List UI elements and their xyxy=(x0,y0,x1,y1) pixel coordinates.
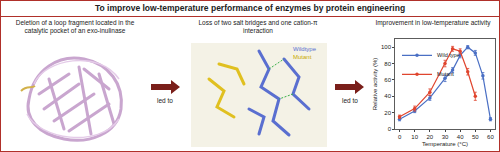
svg-text:Mutant: Mutant xyxy=(437,71,454,77)
svg-text:100: 100 xyxy=(381,44,392,50)
html-text:led to: led to xyxy=(157,97,173,104)
svg-text:Mutant: Mutant xyxy=(293,54,312,60)
svg-text:Wild type: Wild type xyxy=(437,52,460,58)
svg-text:60: 60 xyxy=(384,77,391,83)
html-text:Improvement in low-temperature: Improvement in low-temperature activity xyxy=(375,19,491,26)
svg-text:60: 60 xyxy=(487,134,494,140)
html-text:led to: led to xyxy=(342,97,358,104)
html-text:Deletion of a loop fragment lo: Deletion of a loop fragment located in t… xyxy=(15,19,135,34)
svg-text:80: 80 xyxy=(384,61,391,67)
svg-text:Temperature (°C): Temperature (°C) xyxy=(422,141,468,147)
svg-text:Wildtype: Wildtype xyxy=(293,46,317,52)
svg-text:40: 40 xyxy=(384,93,391,99)
svg-text:0: 0 xyxy=(388,126,392,132)
svg-text:10: 10 xyxy=(411,134,418,140)
svg-text:40: 40 xyxy=(457,134,464,140)
svg-text:30: 30 xyxy=(442,134,449,140)
html-text:Loss of two salt bridges and o: Loss of two salt bridges and one cation-… xyxy=(198,19,318,34)
svg-text:20: 20 xyxy=(427,134,434,140)
svg-text:20: 20 xyxy=(384,110,391,116)
svg-text:0: 0 xyxy=(398,134,402,140)
svg-text:Relative activity (%): Relative activity (%) xyxy=(372,58,378,111)
html-text:To improve low-temperature per: To improve low-temperature performance o… xyxy=(94,3,406,13)
svg-text:50: 50 xyxy=(472,134,479,140)
